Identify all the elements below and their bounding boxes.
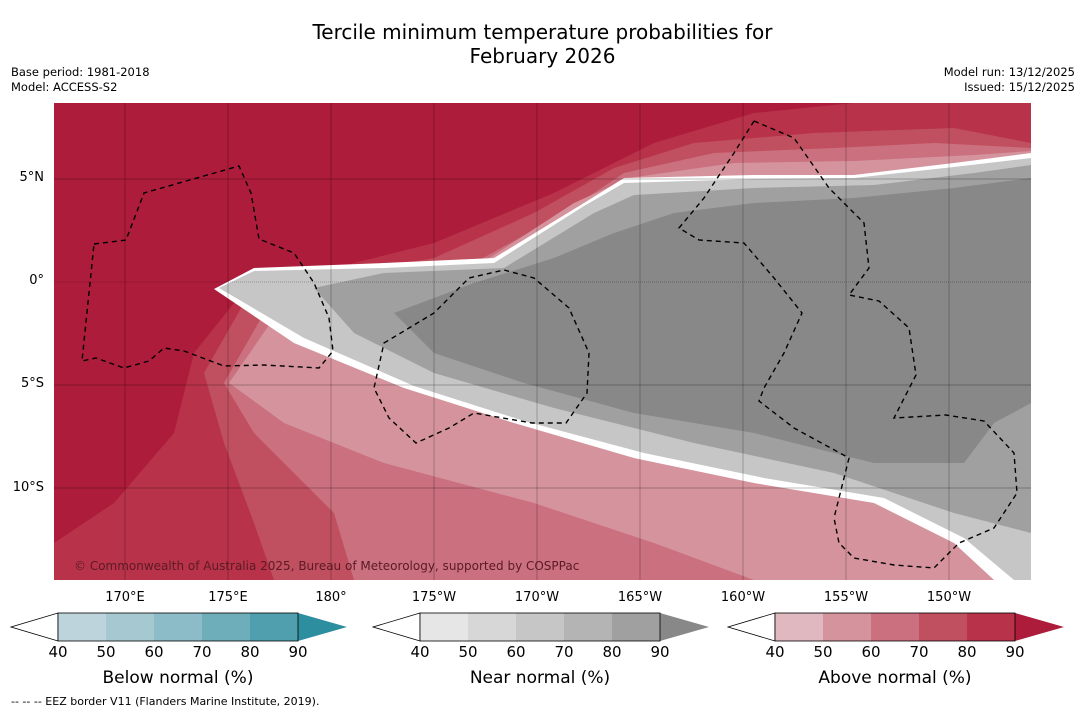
grid-lines [54,103,1031,580]
cbar-near-tick-40: 40 [410,643,430,661]
colorbar-near-segment-4 [564,613,612,641]
lon-label-175e: 175°E [208,590,248,605]
colorbar-above-extend-low [727,612,776,642]
colorbar-below-normal [10,612,347,642]
colorbar-below-extend-high [298,613,347,641]
cbar-below-tick-60: 60 [144,643,164,661]
cbar-near-tick-80: 80 [602,643,622,661]
model-name: Model: ACCESS-S2 [11,80,118,94]
lon-label-170e: 170°E [105,590,145,605]
colorbar-near-normal [372,612,709,642]
colorbar-near-extend-low [372,612,421,642]
cbar-above-tick-60: 60 [861,643,881,661]
cbar-near-tick-50: 50 [458,643,478,661]
colorbar-above-segment-2 [823,613,871,641]
colorbar-above-segment-4 [919,613,967,641]
meta-left: Base period: 1981-2018 Model: ACCESS-S2 [11,65,150,95]
issued-date: Issued: 15/12/2025 [964,80,1075,94]
cbar-below-tick-80: 80 [240,643,260,661]
colorbar-near-extend-high [660,613,709,641]
lon-label-180: 180° [315,590,347,605]
lat-label-10s: 10°S [12,480,44,495]
lon-label-170w: 170°W [514,590,560,605]
colorbar-below-extend-low [10,612,59,642]
colorbar-below-segment-2 [106,613,154,641]
cbar-below-tick-70: 70 [192,643,212,661]
lat-label-5n: 5°N [19,170,45,185]
title-line-1: Tercile minimum temperature probabilitie… [312,20,773,44]
lon-label-150w: 150°W [926,590,972,605]
lat-label-0: 0° [29,273,44,288]
lon-label-155w: 155°W [823,590,869,605]
base-period: Base period: 1981-2018 [11,65,150,79]
colorbar-below-segment-5 [250,613,298,641]
colorbar-near-frame [419,612,661,642]
lon-label-165w: 165°W [617,590,663,605]
title-line-2: February 2026 [469,44,616,68]
cbar-below-tick-90: 90 [288,643,308,661]
cbar-above-tick-40: 40 [765,643,785,661]
colorbar-below-segment-4 [202,613,250,641]
model-run: Model run: 13/12/2025 [943,65,1075,79]
cbar-above-tick-70: 70 [909,643,929,661]
colorbar-below-segment-1 [58,613,106,641]
lon-label-160w: 160°W [720,590,766,605]
cbar-above-tick-80: 80 [957,643,977,661]
chart-title: Tercile minimum temperature probabilitie… [0,20,1085,68]
colorbar-near-segment-2 [468,613,516,641]
cbar-above-tick-50: 50 [813,643,833,661]
cbar-near-tick-70: 70 [554,643,574,661]
colorbar-title-above: Above normal (%) [818,668,972,688]
eez-footnote: -- -- -- EEZ border V11 (Flanders Marine… [11,695,320,708]
lat-label-5s: 5°S [20,376,44,391]
near-normal-90-band [394,178,1031,463]
colorbar-above-frame [774,612,1016,642]
cbar-below-tick-50: 50 [96,643,116,661]
cbar-near-tick-90: 90 [650,643,670,661]
cbar-above-tick-90: 90 [1005,643,1025,661]
colorbar-title-below: Below normal (%) [102,668,254,688]
colorbar-above-segment-1 [775,613,823,641]
eez-borders [81,120,1018,569]
colorbar-above-normal [727,612,1064,642]
colorbar-above-extend-high [1015,613,1064,641]
colorbar-near-segment-3 [516,613,564,641]
copyright-text: © Commonwealth of Australia 2025, Bureau… [74,559,579,573]
colorbar-near-segment-5 [612,613,660,641]
cbar-near-tick-60: 60 [506,643,526,661]
meta-right: Model run: 13/12/2025 Issued: 15/12/2025 [944,65,1075,95]
colorbar-above-segment-3 [871,613,919,641]
colorbar-title-near: Near normal (%) [469,668,611,688]
lon-label-175w: 175°W [411,590,457,605]
cbar-below-tick-40: 40 [48,643,68,661]
colorbar-above-segment-5 [967,613,1015,641]
colorbar-below-segment-3 [154,613,202,641]
colorbar-near-segment-1 [420,613,468,641]
probability-map: © Commonwealth of Australia 2025, Bureau… [54,103,1031,580]
colorbar-below-frame [57,612,299,642]
